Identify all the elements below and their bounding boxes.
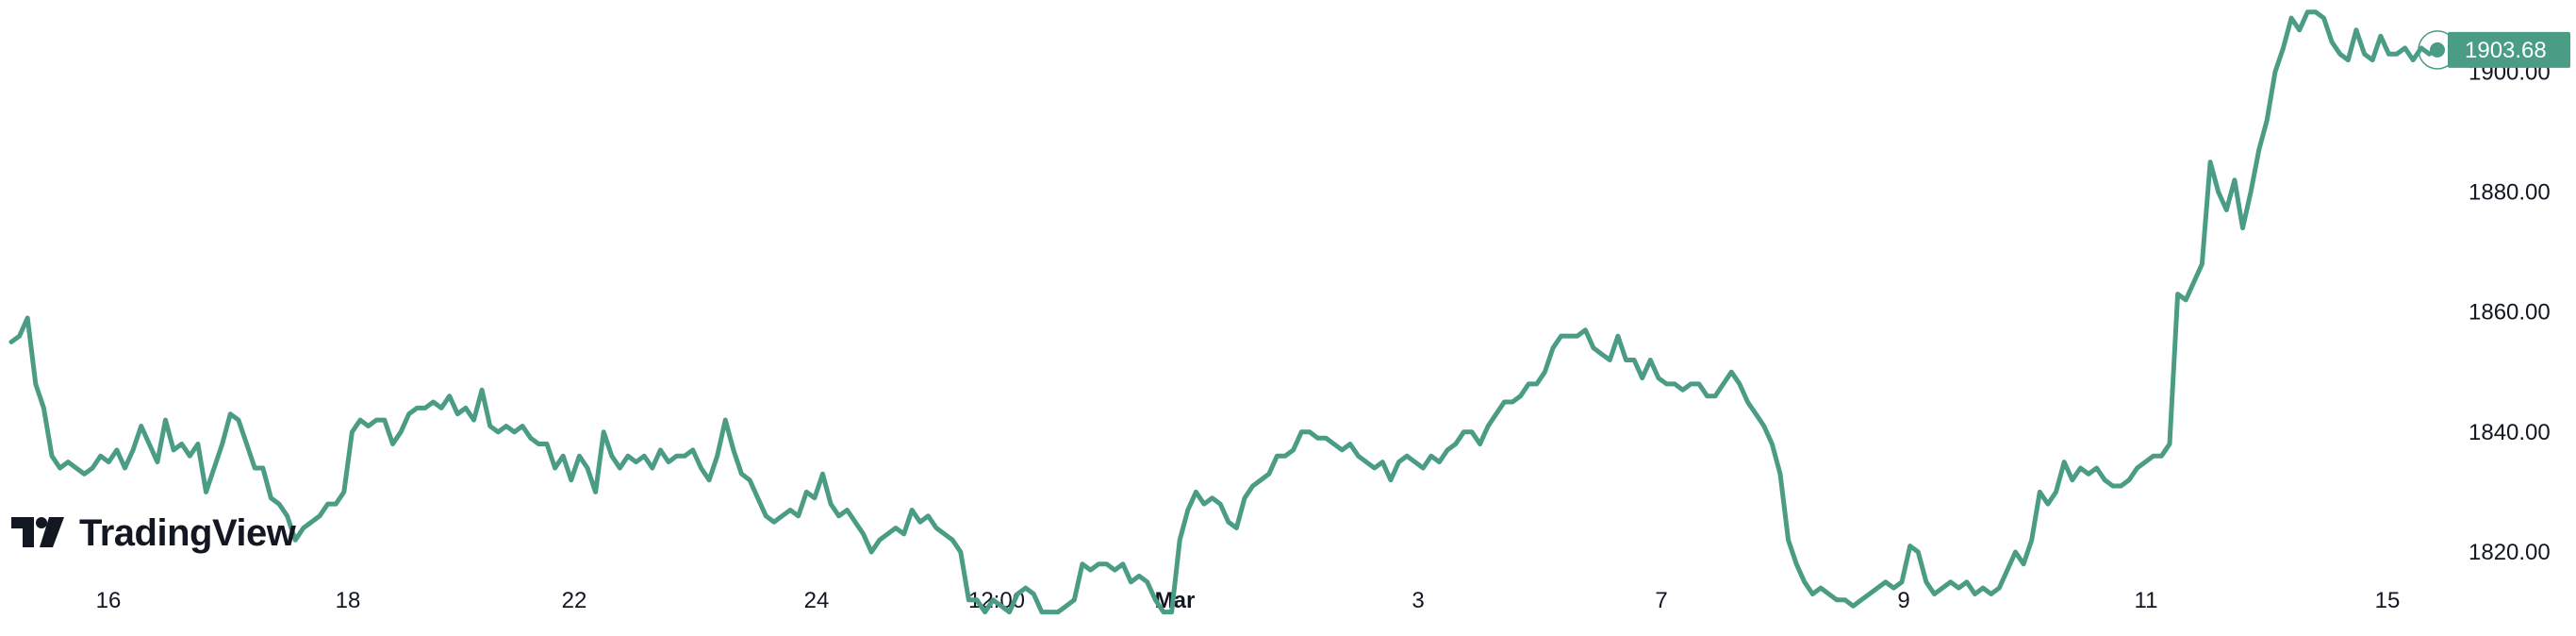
last-price-label-text: 1903.68 — [2465, 38, 2547, 63]
x-tick-label: 16 — [96, 588, 122, 613]
tradingview-logo[interactable]: TradingView — [11, 510, 296, 557]
x-tick-label: 15 — [2375, 588, 2401, 613]
x-axis: 16 18 22 24 12:00 Mar 3 7 9 11 15 — [96, 588, 2401, 613]
x-tick-label: 18 — [336, 588, 361, 613]
y-tick-label: 1880.00 — [2469, 179, 2551, 205]
last-price-dot — [2430, 42, 2445, 58]
x-tick-label: 9 — [1897, 588, 1909, 613]
last-price-label: 1903.68 — [2448, 31, 2570, 68]
tradingview-logo-icon — [11, 517, 64, 547]
y-tick-label: 1820.00 — [2469, 540, 2551, 565]
tradingview-wordmark: TradingView — [79, 511, 296, 554]
x-tick-label: 24 — [804, 588, 830, 613]
x-tick-label: 22 — [562, 588, 587, 613]
y-tick-label: 1860.00 — [2469, 300, 2551, 326]
price-line — [8, 9, 2440, 615]
x-tick-label: 11 — [2135, 588, 2158, 613]
last-price-label-background — [2448, 31, 2570, 68]
x-tick-label: 3 — [1412, 588, 1424, 613]
y-tick-label: 1840.00 — [2469, 420, 2551, 445]
x-tick-label: 7 — [1655, 588, 1667, 613]
